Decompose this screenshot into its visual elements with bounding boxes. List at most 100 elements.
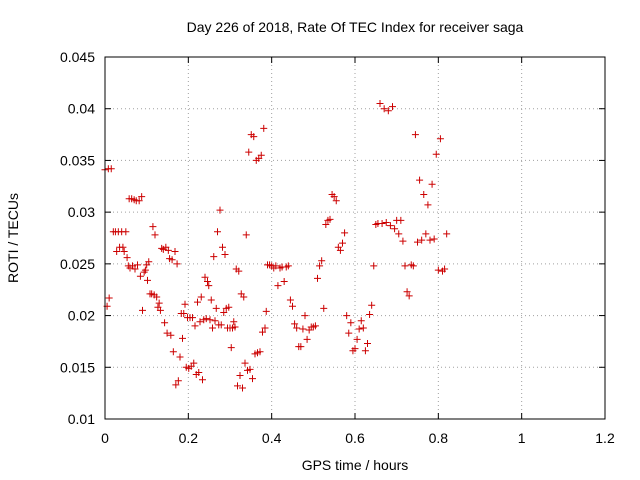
x-tick-labels: 0 0.2 0.4 0.6 0.8 1 1.2 (101, 430, 615, 446)
data-point (167, 331, 175, 339)
data-point (236, 372, 244, 380)
data-point (241, 359, 249, 367)
data-point (418, 236, 426, 244)
data-point (416, 176, 424, 184)
data-point (235, 267, 243, 275)
data-point (190, 359, 198, 367)
data-point (357, 317, 365, 325)
y-tick-label: 0.035 (60, 152, 95, 168)
data-point (297, 343, 305, 351)
data-point (180, 310, 188, 318)
data-point (341, 229, 349, 237)
data-point (206, 316, 214, 324)
data-point (326, 215, 334, 223)
data-point (411, 131, 419, 139)
data-point (399, 237, 407, 245)
y-tick-label: 0.02 (68, 308, 95, 324)
data-point (426, 236, 434, 244)
data-point (299, 325, 307, 333)
data-point (384, 107, 392, 115)
data-point (347, 319, 355, 327)
x-tick-label: 0.6 (345, 430, 365, 446)
x-tick-label: 0.8 (429, 430, 449, 446)
data-point (401, 262, 409, 270)
data-point (424, 201, 432, 209)
data-point (168, 256, 176, 264)
data-point (209, 324, 216, 332)
data-point (225, 303, 233, 311)
data-point (280, 277, 288, 285)
chart-title: Day 226 of 2018, Rate Of TEC Index for r… (187, 19, 524, 35)
data-point (260, 124, 268, 132)
data-point (391, 225, 399, 233)
data-point (361, 347, 369, 355)
data-point (389, 103, 396, 111)
data-point (339, 239, 346, 247)
data-point (397, 216, 405, 224)
data-point (316, 262, 324, 270)
data-point (432, 150, 440, 158)
x-tick-label: 1.2 (595, 430, 615, 446)
data-point (428, 180, 436, 188)
data-point (214, 228, 221, 236)
data-point (249, 375, 256, 383)
data-point (113, 247, 121, 255)
data-point (420, 191, 428, 199)
data-point (441, 265, 449, 273)
data-point (436, 135, 444, 143)
data-point (256, 348, 264, 356)
data-point (149, 223, 157, 231)
data-point (181, 300, 189, 308)
data-point (345, 329, 353, 337)
data-point (386, 222, 394, 230)
plot-frame (104, 56, 606, 420)
data-point (220, 308, 228, 316)
data-point (221, 251, 229, 259)
x-tick-label: 0.4 (262, 430, 282, 446)
data-point (376, 100, 384, 108)
x-axis-label: GPS time / hours (302, 457, 409, 473)
data-point (293, 324, 301, 332)
data-point (343, 312, 351, 320)
data-point (370, 262, 378, 270)
data-point (131, 265, 139, 273)
data-point (314, 274, 321, 282)
data-point (422, 230, 430, 238)
data-point (141, 266, 149, 274)
data-point (212, 304, 220, 312)
data-point (173, 260, 181, 268)
data-point (318, 257, 326, 265)
data-point (202, 315, 210, 323)
y-tick-label: 0.015 (60, 359, 95, 375)
data-points (101, 100, 451, 392)
data-point (210, 253, 218, 261)
data-point (161, 319, 169, 327)
gridlines (105, 57, 605, 419)
data-point (217, 321, 225, 329)
data-point (330, 193, 338, 201)
data-point (405, 292, 413, 300)
data-point (172, 381, 180, 389)
y-axis-label: ROTI / TECUs (5, 193, 21, 283)
data-point (289, 302, 296, 310)
data-point (286, 296, 294, 304)
data-point (262, 307, 270, 315)
data-point (199, 376, 206, 384)
x-tick-label: 0 (101, 430, 109, 446)
data-point (322, 221, 330, 229)
data-point (291, 320, 299, 328)
data-point (355, 325, 363, 333)
data-point (196, 318, 204, 326)
data-point (257, 151, 265, 159)
data-point (144, 276, 151, 284)
data-point (194, 298, 201, 306)
data-point (155, 299, 163, 307)
data-point (250, 133, 258, 141)
data-point (219, 243, 226, 251)
data-point (382, 218, 390, 226)
data-point (353, 335, 361, 343)
data-point (201, 273, 209, 281)
data-point (414, 238, 421, 246)
data-point (409, 262, 417, 270)
data-point (242, 231, 250, 239)
